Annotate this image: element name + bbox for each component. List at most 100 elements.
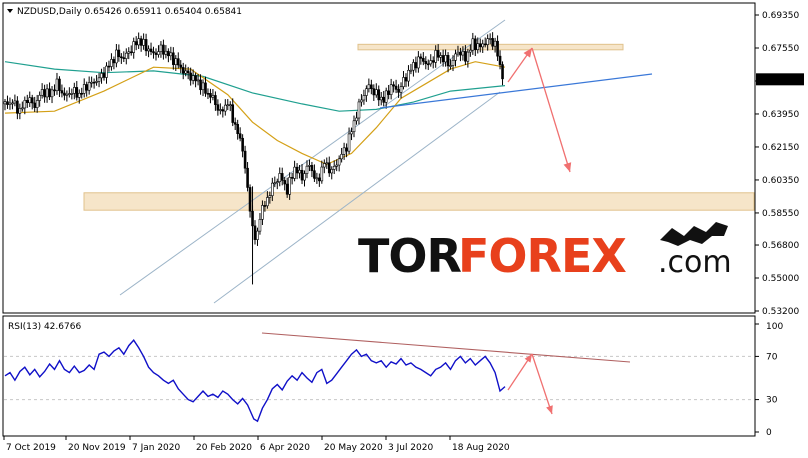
candle-body bbox=[25, 100, 29, 104]
candle-body bbox=[370, 84, 373, 89]
candle-body bbox=[149, 48, 153, 52]
candle-body bbox=[310, 165, 314, 172]
candle-body bbox=[142, 39, 145, 46]
forecast-arrow-down-head bbox=[563, 162, 572, 172]
candle-body bbox=[419, 56, 423, 59]
candle-body bbox=[424, 61, 428, 65]
logo-text-dark: TOR bbox=[358, 229, 461, 283]
forecast-arrows bbox=[507, 47, 572, 173]
candle-body bbox=[85, 84, 88, 91]
candle-body bbox=[144, 39, 148, 52]
candle-body bbox=[206, 93, 210, 95]
support-resistance-zones bbox=[83, 43, 755, 211]
candle-body bbox=[258, 219, 262, 232]
candle-body bbox=[176, 58, 180, 66]
candle-body bbox=[352, 120, 356, 133]
candle-body bbox=[55, 78, 59, 91]
candle-body bbox=[392, 84, 395, 87]
current-price-badge bbox=[756, 73, 804, 86]
candle-body bbox=[273, 182, 277, 185]
candle-body bbox=[315, 177, 319, 180]
candle-body bbox=[335, 164, 338, 167]
candle-body bbox=[246, 167, 249, 188]
candle-body bbox=[305, 165, 309, 174]
candle-body bbox=[80, 92, 84, 95]
candle-body bbox=[186, 70, 190, 74]
candle-body bbox=[379, 96, 383, 101]
time-tick-label: 7 Oct 2019 bbox=[6, 443, 56, 453]
candle-body bbox=[318, 177, 321, 182]
candle-body bbox=[399, 86, 403, 93]
candle-body bbox=[137, 38, 140, 46]
candle-body bbox=[95, 81, 98, 83]
candle-body bbox=[169, 52, 173, 57]
candle-body bbox=[6, 101, 9, 105]
rsi-grid bbox=[4, 355, 754, 401]
candle-body bbox=[280, 173, 284, 181]
candle-body bbox=[337, 158, 341, 166]
candle-body bbox=[266, 197, 269, 207]
candle-body bbox=[63, 92, 66, 96]
candle-body bbox=[110, 59, 113, 67]
candle-body bbox=[478, 43, 482, 48]
candle-body bbox=[404, 77, 408, 82]
candle-body bbox=[181, 67, 185, 74]
candle-body bbox=[429, 60, 433, 65]
candle-body bbox=[387, 90, 390, 95]
candle-body bbox=[362, 95, 366, 101]
ema-slow-path bbox=[4, 61, 506, 112]
candle-body bbox=[117, 49, 121, 58]
candle-body bbox=[486, 38, 489, 45]
candle-body bbox=[70, 93, 74, 95]
candle-body bbox=[256, 230, 259, 240]
candle-body bbox=[82, 84, 86, 94]
symbol-header: NZDUSD,Daily 0.65426 0.65911 0.65404 0.6… bbox=[7, 7, 242, 17]
candle-body bbox=[439, 55, 442, 58]
candle-body bbox=[219, 109, 222, 111]
candle-body bbox=[18, 108, 22, 114]
candle-body bbox=[226, 104, 230, 107]
candle-body bbox=[372, 88, 376, 96]
candle-body bbox=[112, 59, 116, 64]
candle-body bbox=[501, 64, 504, 80]
bull-icon bbox=[660, 222, 728, 246]
candle-body bbox=[115, 49, 118, 64]
candle-body bbox=[434, 50, 437, 63]
candle-body bbox=[431, 60, 435, 63]
candle-body bbox=[194, 75, 197, 82]
price-axis: 0.693500.675500.657500.639500.621500.603… bbox=[755, 11, 804, 317]
candle-body bbox=[50, 89, 54, 98]
candle-body bbox=[179, 64, 183, 68]
candle-body bbox=[498, 55, 502, 65]
candle-body bbox=[461, 51, 465, 56]
candle-body bbox=[283, 180, 287, 185]
candle-body bbox=[271, 182, 274, 196]
candle-body bbox=[139, 38, 143, 46]
candle-body bbox=[100, 73, 103, 79]
candle-body bbox=[241, 137, 244, 152]
candle-body bbox=[174, 58, 178, 65]
candle-body bbox=[327, 162, 331, 174]
candle-body bbox=[214, 95, 217, 105]
rsi-line bbox=[4, 339, 506, 423]
candle-body bbox=[48, 88, 51, 98]
time-tick-label: 7 Jan 2020 bbox=[132, 443, 180, 453]
candle-body bbox=[189, 72, 192, 81]
candle-body bbox=[87, 82, 91, 91]
ema-slow-line bbox=[4, 61, 506, 112]
candle-body bbox=[77, 92, 81, 98]
candle-body bbox=[464, 51, 467, 62]
logo-text-suffix: .com bbox=[658, 245, 732, 280]
price-tick-label: 0.63950 bbox=[762, 110, 799, 120]
candle-body bbox=[365, 88, 368, 96]
candle-body bbox=[360, 99, 363, 103]
candle-body bbox=[228, 104, 232, 107]
price-tick-label: 0.67550 bbox=[762, 44, 799, 54]
candle-body bbox=[298, 169, 301, 174]
candle-body bbox=[233, 122, 237, 125]
candle-body bbox=[459, 51, 462, 56]
candle-body bbox=[33, 102, 37, 108]
candle-body bbox=[303, 173, 306, 181]
candle-body bbox=[469, 49, 472, 53]
candle-body bbox=[120, 56, 123, 59]
